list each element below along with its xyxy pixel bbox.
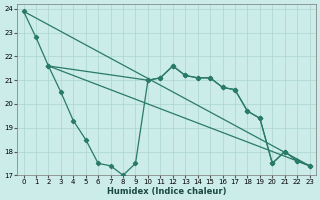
X-axis label: Humidex (Indice chaleur): Humidex (Indice chaleur) bbox=[107, 187, 226, 196]
